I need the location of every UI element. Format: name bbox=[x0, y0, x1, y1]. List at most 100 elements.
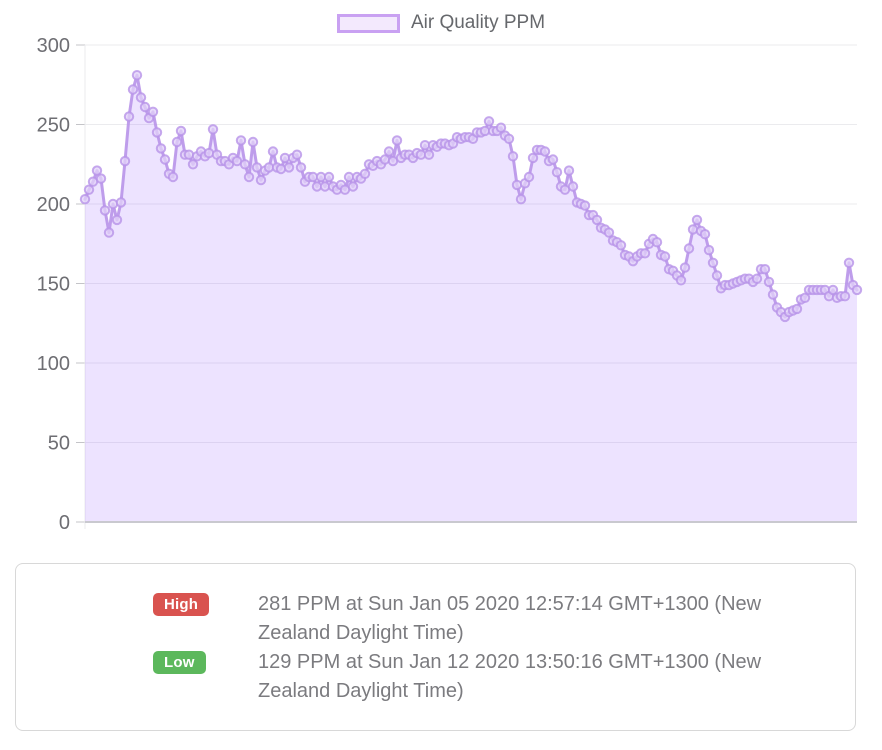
data-point[interactable] bbox=[291, 149, 303, 160]
chart-legend: Air Quality PPM bbox=[0, 12, 882, 34]
data-point[interactable] bbox=[683, 243, 695, 254]
data-point[interactable] bbox=[107, 198, 119, 210]
data-point[interactable] bbox=[659, 251, 671, 262]
data-point[interactable] bbox=[711, 270, 723, 281]
data-point[interactable] bbox=[295, 162, 307, 173]
data-point[interactable] bbox=[275, 163, 287, 175]
data-point[interactable] bbox=[423, 149, 435, 160]
data-point[interactable] bbox=[527, 152, 539, 164]
data-point[interactable] bbox=[691, 214, 703, 226]
data-point[interactable] bbox=[247, 136, 259, 148]
data-point[interactable] bbox=[167, 171, 179, 183]
data-point[interactable] bbox=[175, 125, 187, 137]
data-point[interactable] bbox=[123, 111, 135, 122]
data-point[interactable] bbox=[283, 162, 295, 173]
y-tick-label: 100 bbox=[37, 353, 70, 375]
data-point[interactable] bbox=[111, 214, 123, 226]
data-point[interactable] bbox=[243, 171, 255, 183]
data-point[interactable] bbox=[591, 214, 603, 226]
data-point[interactable] bbox=[759, 264, 771, 275]
low-value-text: 129 PPM at Sun Jan 12 2020 13:50:16 GMT+… bbox=[258, 651, 762, 702]
data-point[interactable] bbox=[147, 106, 159, 118]
data-point[interactable] bbox=[171, 136, 183, 148]
data-point[interactable] bbox=[767, 289, 779, 300]
data-point[interactable] bbox=[511, 179, 523, 191]
high-row: High 281 PPM at Sun Jan 05 2020 12:57:14… bbox=[16, 590, 855, 648]
data-point[interactable] bbox=[115, 197, 127, 208]
chart-canvas[interactable]: 300 250 200 150 100 50 0 bbox=[0, 0, 882, 548]
data-point[interactable] bbox=[563, 165, 575, 176]
data-point[interactable] bbox=[391, 135, 403, 146]
data-point[interactable] bbox=[827, 284, 839, 296]
low-row: Low 129 PPM at Sun Jan 12 2020 13:50:16 … bbox=[16, 648, 855, 706]
high-badge-cell: High bbox=[16, 590, 258, 616]
data-point[interactable] bbox=[495, 122, 507, 133]
y-tick-label: 300 bbox=[37, 35, 70, 57]
data-point[interactable] bbox=[799, 292, 811, 303]
data-point[interactable] bbox=[155, 143, 167, 154]
data-point[interactable] bbox=[103, 227, 115, 238]
legend-swatch-icon[interactable] bbox=[336, 13, 400, 33]
air-quality-chart[interactable]: 300 250 200 150 100 50 0 bbox=[0, 0, 882, 548]
data-point[interactable] bbox=[515, 194, 527, 205]
data-point[interactable] bbox=[699, 229, 711, 240]
data-point[interactable] bbox=[203, 147, 215, 159]
data-point[interactable] bbox=[763, 276, 775, 288]
data-point[interactable] bbox=[151, 127, 163, 138]
data-point[interactable] bbox=[539, 146, 551, 157]
data-point[interactable] bbox=[83, 184, 95, 195]
data-point[interactable] bbox=[503, 133, 515, 145]
data-point[interactable] bbox=[507, 151, 519, 162]
data-point[interactable] bbox=[159, 154, 171, 165]
y-grid: 300 250 200 150 100 50 0 bbox=[37, 35, 857, 534]
high-low-summary-panel: High 281 PPM at Sun Jan 05 2020 12:57:14… bbox=[15, 563, 856, 731]
data-point[interactable] bbox=[183, 149, 195, 160]
data-point[interactable] bbox=[791, 303, 803, 315]
data-point[interactable] bbox=[523, 171, 535, 183]
data-point[interactable] bbox=[851, 284, 863, 296]
data-point[interactable] bbox=[91, 165, 103, 176]
data-point[interactable] bbox=[127, 84, 139, 95]
data-point[interactable] bbox=[839, 291, 851, 302]
data-point[interactable] bbox=[95, 173, 107, 184]
data-point[interactable] bbox=[687, 224, 699, 235]
data-point[interactable] bbox=[579, 200, 591, 211]
data-point[interactable] bbox=[135, 92, 147, 103]
data-point[interactable] bbox=[359, 168, 371, 180]
data-point[interactable] bbox=[119, 155, 131, 167]
data-point[interactable] bbox=[679, 262, 691, 273]
data-point[interactable] bbox=[843, 257, 855, 268]
data-point[interactable] bbox=[551, 167, 563, 178]
series-points[interactable] bbox=[79, 70, 863, 323]
data-point[interactable] bbox=[347, 181, 359, 192]
data-point[interactable] bbox=[383, 146, 395, 157]
y-tick-label: 0 bbox=[59, 512, 70, 534]
data-point[interactable] bbox=[235, 135, 247, 146]
series-area-fill bbox=[85, 75, 857, 522]
data-point[interactable] bbox=[139, 101, 151, 113]
data-point[interactable] bbox=[751, 273, 763, 284]
data-point[interactable] bbox=[651, 237, 663, 248]
data-point[interactable] bbox=[547, 154, 559, 165]
y-tick-label: 200 bbox=[37, 194, 70, 216]
data-point[interactable] bbox=[703, 244, 715, 256]
data-point[interactable] bbox=[255, 174, 267, 186]
data-point[interactable] bbox=[675, 275, 687, 286]
y-tick-label: 250 bbox=[37, 115, 70, 137]
legend-label[interactable]: Air Quality PPM bbox=[410, 12, 546, 33]
high-badge: High bbox=[153, 593, 210, 616]
data-point[interactable] bbox=[483, 116, 495, 127]
data-point[interactable] bbox=[603, 227, 615, 238]
data-point[interactable] bbox=[707, 257, 719, 268]
data-point[interactable] bbox=[207, 124, 219, 135]
data-point[interactable] bbox=[79, 194, 91, 205]
data-point[interactable] bbox=[187, 159, 199, 170]
data-point[interactable] bbox=[239, 159, 251, 170]
data-point[interactable] bbox=[567, 181, 579, 192]
data-point[interactable] bbox=[615, 240, 627, 251]
data-point[interactable] bbox=[131, 70, 143, 81]
data-point[interactable] bbox=[267, 146, 279, 157]
data-point[interactable] bbox=[639, 248, 651, 259]
data-point[interactable] bbox=[99, 205, 111, 216]
data-point[interactable] bbox=[323, 171, 335, 183]
